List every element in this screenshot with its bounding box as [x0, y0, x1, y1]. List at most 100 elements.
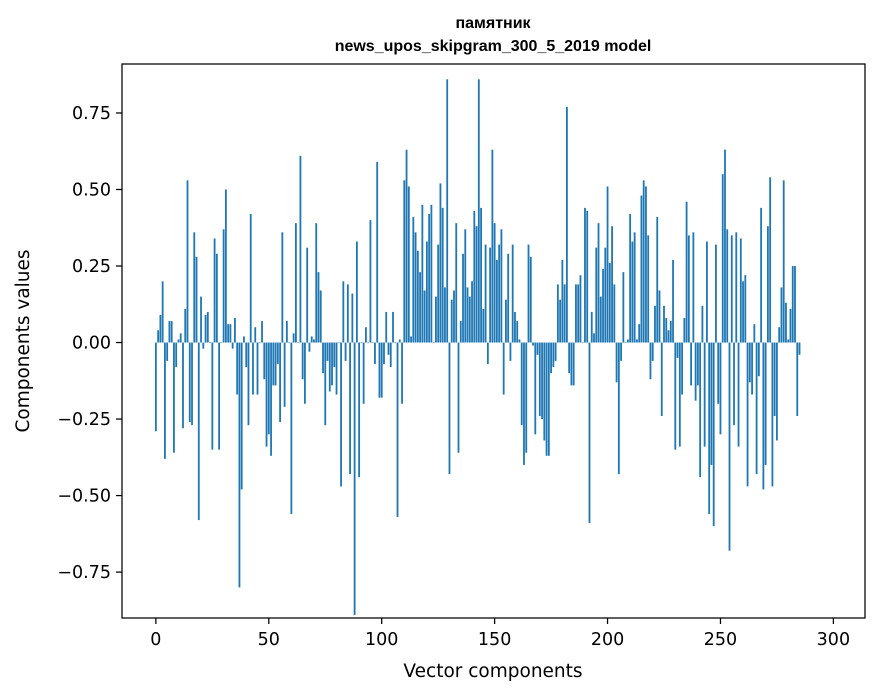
bar-115	[414, 232, 417, 343]
bar-270	[764, 342, 767, 465]
y-tick-label: −0.75	[57, 563, 111, 583]
bar-176	[552, 342, 555, 368]
bar-74	[322, 342, 324, 374]
bar-22	[204, 314, 207, 343]
bar-40	[245, 342, 248, 368]
bar-3	[161, 281, 164, 343]
bar-4	[164, 342, 166, 459]
bar-181	[563, 284, 566, 343]
bar-54	[276, 342, 279, 364]
bar-108	[398, 339, 401, 343]
bar-43	[252, 342, 254, 395]
y-axis-label: Components values	[13, 249, 34, 432]
bar-116	[416, 250, 419, 343]
bar-274	[773, 342, 776, 416]
bar-264	[751, 342, 753, 395]
bar-5	[166, 342, 169, 361]
bar-71	[315, 223, 318, 343]
chart-subtitle: news_upos_skipgram_300_5_2019 model	[335, 38, 652, 55]
bar-203	[613, 284, 616, 343]
bar-137	[464, 229, 467, 343]
bar-187	[577, 284, 580, 343]
bar-106	[394, 342, 397, 344]
bar-42	[249, 213, 252, 343]
x-tick-label: 150	[478, 630, 511, 650]
bar-44	[254, 327, 257, 343]
bar-18	[195, 256, 198, 343]
bar-285	[798, 342, 801, 355]
bar-81	[337, 342, 340, 344]
bar-159	[514, 311, 516, 343]
bar-153	[500, 229, 503, 343]
bar-37	[238, 342, 241, 588]
bar-206	[620, 342, 622, 361]
bar-240	[696, 342, 699, 386]
bar-123	[432, 342, 435, 344]
bar-29	[220, 342, 223, 344]
bar-78	[331, 342, 333, 386]
bar-93	[365, 327, 367, 343]
bar-238	[692, 232, 695, 343]
bar-199	[604, 247, 607, 343]
y-tick-label: 0.50	[72, 180, 111, 200]
bar-246	[710, 342, 713, 465]
bar-163	[523, 342, 525, 465]
bar-6	[168, 321, 171, 343]
x-tick-label: 100	[365, 630, 398, 650]
bar-45	[256, 342, 259, 395]
bar-135	[459, 321, 462, 343]
bar-122	[430, 204, 433, 343]
bar-221	[654, 305, 656, 343]
bar-12	[182, 342, 184, 429]
bar-30	[222, 229, 225, 343]
bar-66	[304, 342, 306, 404]
ticks-group: 0 50 100 150 200 250 300 −0.75 −0.50 −0.25 0.00 0.2…	[57, 104, 850, 650]
bar-125	[437, 244, 440, 343]
bar-283	[794, 266, 796, 343]
bar-105	[392, 311, 394, 343]
bar-100	[380, 342, 383, 398]
bar-111	[405, 149, 408, 343]
bar-247	[712, 342, 715, 527]
bar-189	[581, 342, 584, 344]
bar-218	[647, 235, 650, 343]
bar-185	[572, 342, 575, 386]
bar-58	[285, 321, 288, 343]
bar-157	[509, 342, 512, 361]
bar-280	[787, 339, 790, 343]
bar-97	[374, 342, 376, 364]
bar-212	[633, 232, 636, 343]
bar-190	[584, 207, 586, 343]
bar-31	[224, 189, 227, 343]
bar-229	[672, 259, 674, 343]
bar-241	[699, 342, 702, 478]
bar-146	[484, 244, 487, 343]
bar-144	[480, 207, 482, 343]
bar-267	[757, 342, 760, 377]
bar-128	[444, 287, 446, 343]
x-tick-label: 50	[258, 630, 280, 650]
bar-139	[468, 296, 471, 343]
bar-133	[455, 223, 458, 343]
bar-172	[543, 342, 546, 441]
bar-209	[626, 339, 629, 343]
bar-50	[267, 342, 270, 435]
bar-63	[297, 342, 300, 344]
bar-268	[760, 207, 763, 343]
bar-170	[538, 342, 541, 416]
bar-210	[629, 213, 632, 343]
bar-32	[227, 324, 230, 343]
bar-211	[631, 241, 634, 343]
bar-279	[785, 302, 787, 343]
x-tick-label: 0	[150, 630, 161, 650]
bar-154	[502, 342, 505, 395]
bar-126	[439, 183, 442, 343]
bar-178	[556, 284, 559, 343]
bar-131	[450, 299, 453, 343]
bar-277	[780, 287, 783, 343]
bar-59	[288, 342, 291, 344]
bar-158	[511, 244, 514, 343]
bar-174	[547, 342, 550, 456]
bar-257	[735, 232, 738, 343]
bar-191	[586, 210, 589, 343]
